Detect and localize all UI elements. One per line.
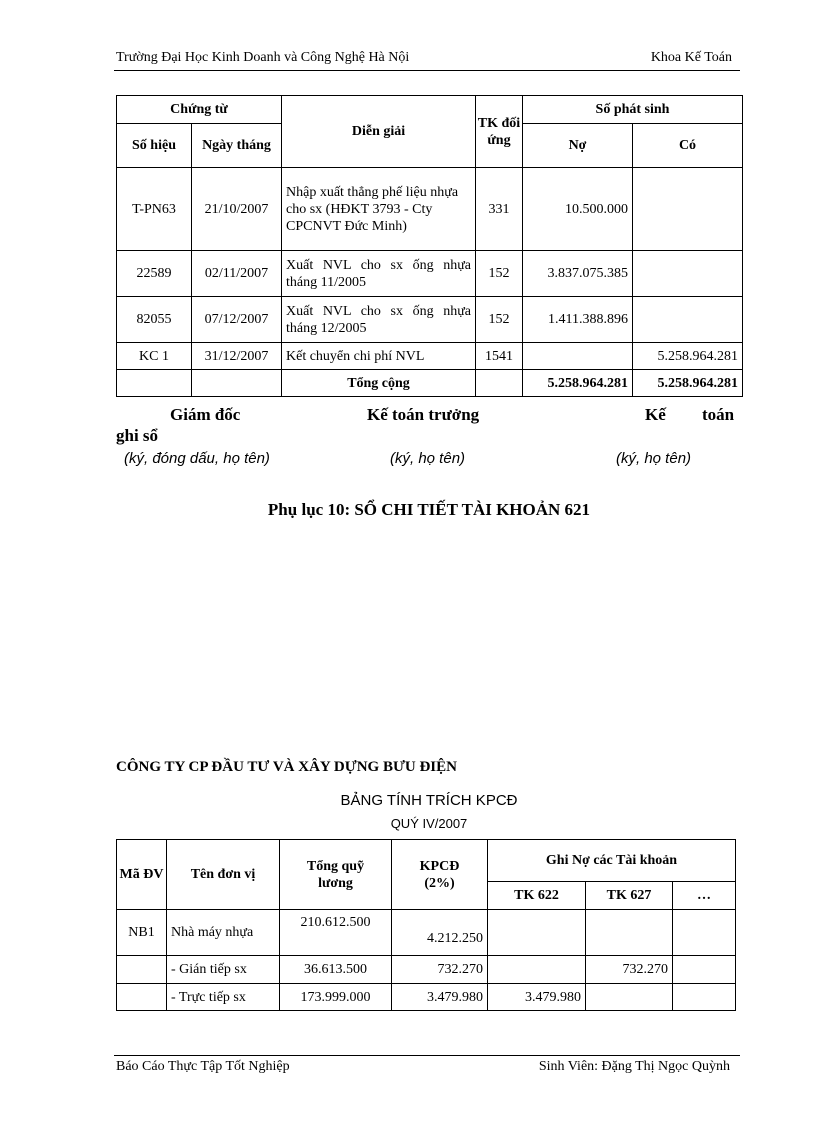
cell-so-hieu: 22589 bbox=[116, 250, 192, 297]
cell-ngay: 31/12/2007 bbox=[191, 342, 282, 370]
sig-ke-toan-ghi-so-1: Kế bbox=[645, 405, 666, 424]
total-no: 5.258.964.281 bbox=[522, 369, 633, 397]
header-ma-dv: Mã ĐV bbox=[116, 839, 167, 910]
cell-ngay: 07/12/2007 bbox=[191, 296, 282, 343]
cell-dien-giai: Nhập xuất thẳng phế liệu nhựa cho sx (HĐ… bbox=[281, 167, 476, 251]
table-row: KC 1 31/12/2007 Kết chuyển chi phí NVL 1… bbox=[116, 342, 743, 370]
sig-giam-doc: Giám đốc bbox=[170, 405, 241, 424]
footer-student: Sinh Viên: Đặng Thị Ngọc Quỳnh bbox=[538, 1059, 730, 1074]
cell-so-hieu: KC 1 bbox=[116, 342, 192, 370]
header-chung-tu: Chứng từ bbox=[116, 95, 282, 124]
cell-luong: 210.612.500 bbox=[279, 909, 392, 956]
cell-co bbox=[632, 296, 743, 343]
cell-ma: NB1 bbox=[116, 909, 167, 956]
cell-co bbox=[632, 250, 743, 297]
cell-kpcd: 3.479.980 bbox=[391, 983, 488, 1011]
table-row: T-PN63 21/10/2007 Nhập xuất thẳng phế li… bbox=[116, 167, 743, 251]
ledger-table: Chứng từ Diễn giải TK đối ứng Số phát si… bbox=[116, 95, 743, 397]
table2-title: BẢNG TÍNH TRÍCH KPCĐ bbox=[340, 792, 518, 809]
cell-co: 5.258.964.281 bbox=[632, 342, 743, 370]
cell-ten: Nhà máy nhựa bbox=[166, 909, 280, 956]
cell-ma bbox=[116, 983, 167, 1011]
table-row: 82055 07/12/2007 Xuất NVL cho sx ống nhự… bbox=[116, 296, 743, 343]
cell-empty bbox=[475, 369, 523, 397]
cell-tk627 bbox=[585, 983, 673, 1011]
cell-no bbox=[522, 342, 633, 370]
header-tk622: TK 622 bbox=[487, 881, 586, 910]
sig-note-3: (ký, họ tên) bbox=[616, 450, 692, 467]
cell-dien-giai: Xuất NVL cho sx ống nhựa tháng 11/2005 bbox=[281, 250, 476, 297]
sig-note-2: (ký, họ tên) bbox=[390, 450, 466, 467]
header-no: Nợ bbox=[522, 123, 633, 168]
cell-tk627: 732.270 bbox=[585, 955, 673, 984]
sig-ke-toan-ghi-so-2: toán bbox=[702, 405, 735, 424]
total-co: 5.258.964.281 bbox=[632, 369, 743, 397]
cell-dien-giai: Kết chuyển chi phí NVL bbox=[281, 342, 476, 370]
cell-ten: - Trực tiếp sx bbox=[166, 983, 280, 1011]
cell-tk: 152 bbox=[475, 296, 523, 343]
cell-tk627 bbox=[585, 909, 673, 956]
header-more: … bbox=[672, 881, 736, 910]
cell-kpcd: 4.212.250 bbox=[391, 909, 488, 956]
footer-rule bbox=[114, 1055, 740, 1056]
sig-note-1: (ký, đóng dấu, họ tên) bbox=[124, 450, 270, 467]
total-label: Tổng cộng bbox=[281, 369, 476, 397]
table-row: NB1 Nhà máy nhựa 210.612.500 4.212.250 bbox=[116, 909, 736, 956]
cell-ngay: 02/11/2007 bbox=[191, 250, 282, 297]
table-row: 22589 02/11/2007 Xuất NVL cho sx ống nhự… bbox=[116, 250, 743, 297]
cell-co bbox=[632, 167, 743, 251]
cell-tk622 bbox=[487, 909, 586, 956]
table2-period: QUÝ IV/2007 bbox=[390, 816, 468, 831]
cell-dien-giai: Xuất NVL cho sx ống nhựa tháng 12/2005 bbox=[281, 296, 476, 343]
header-rule bbox=[114, 70, 740, 71]
header-kpcd: KPCĐ (2%) bbox=[391, 839, 488, 910]
cell-more bbox=[672, 983, 736, 1011]
cell-no: 1.411.388.896 bbox=[522, 296, 633, 343]
header-ghi-no: Ghi Nợ các Tài khoản bbox=[487, 839, 736, 882]
cell-kpcd: 732.270 bbox=[391, 955, 488, 984]
footer-report: Báo Cáo Thực Tập Tốt Nghiệp bbox=[116, 1059, 290, 1074]
header-so-phat-sinh: Số phát sinh bbox=[522, 95, 743, 124]
cell-so-hieu: 82055 bbox=[116, 296, 192, 343]
total-row: Tổng cộng 5.258.964.281 5.258.964.281 bbox=[116, 369, 743, 397]
header-ten-don-vi: Tên đơn vị bbox=[166, 839, 280, 910]
cell-luong: 173.999.000 bbox=[279, 983, 392, 1011]
cell-luong: 36.613.500 bbox=[279, 955, 392, 984]
cell-empty bbox=[116, 369, 192, 397]
cell-tk622 bbox=[487, 955, 586, 984]
header-department: Khoa Kế Toán bbox=[650, 50, 732, 65]
cell-so-hieu: T-PN63 bbox=[116, 167, 192, 251]
company-name: CÔNG TY CP ĐẦU TƯ VÀ XÂY DỰNG BƯU ĐIỆN bbox=[116, 759, 457, 775]
header-dien-giai: Diễn giải bbox=[281, 95, 476, 168]
cell-tk: 1541 bbox=[475, 342, 523, 370]
cell-tk622: 3.479.980 bbox=[487, 983, 586, 1011]
header-tk-doi-ung: TK đối ứng bbox=[475, 95, 523, 168]
header-school: Trường Đại Học Kinh Doanh và Công Nghệ H… bbox=[116, 50, 410, 65]
sig-ke-toan-truong: Kế toán trưởng bbox=[367, 405, 480, 424]
cell-no: 3.837.075.385 bbox=[522, 250, 633, 297]
header-tk627: TK 627 bbox=[585, 881, 673, 910]
kpcd-table: Mã ĐV Tên đơn vị Tổng quỹ lương KPCĐ (2%… bbox=[116, 839, 736, 1011]
table-row: - Gián tiếp sx 36.613.500 732.270 732.27… bbox=[116, 955, 736, 984]
header-tong-quy-luong: Tổng quỹ lương bbox=[279, 839, 392, 910]
header-so-hieu: Số hiệu bbox=[116, 123, 192, 168]
cell-tk: 331 bbox=[475, 167, 523, 251]
cell-no: 10.500.000 bbox=[522, 167, 633, 251]
cell-more bbox=[672, 955, 736, 984]
table-row: - Trực tiếp sx 173.999.000 3.479.980 3.4… bbox=[116, 983, 736, 1011]
cell-more bbox=[672, 909, 736, 956]
cell-ngay: 21/10/2007 bbox=[191, 167, 282, 251]
cell-ten: - Gián tiếp sx bbox=[166, 955, 280, 984]
cell-tk: 152 bbox=[475, 250, 523, 297]
header-co: Có bbox=[632, 123, 743, 168]
sig-ke-toan-ghi-so-3: ghi sổ bbox=[116, 426, 159, 445]
cell-ma bbox=[116, 955, 167, 984]
cell-empty bbox=[191, 369, 282, 397]
header-ngay-thang: Ngày tháng bbox=[191, 123, 282, 168]
appendix-title: Phụ lục 10: SỔ CHI TIẾT TÀI KHOẢN 621 bbox=[267, 500, 591, 519]
